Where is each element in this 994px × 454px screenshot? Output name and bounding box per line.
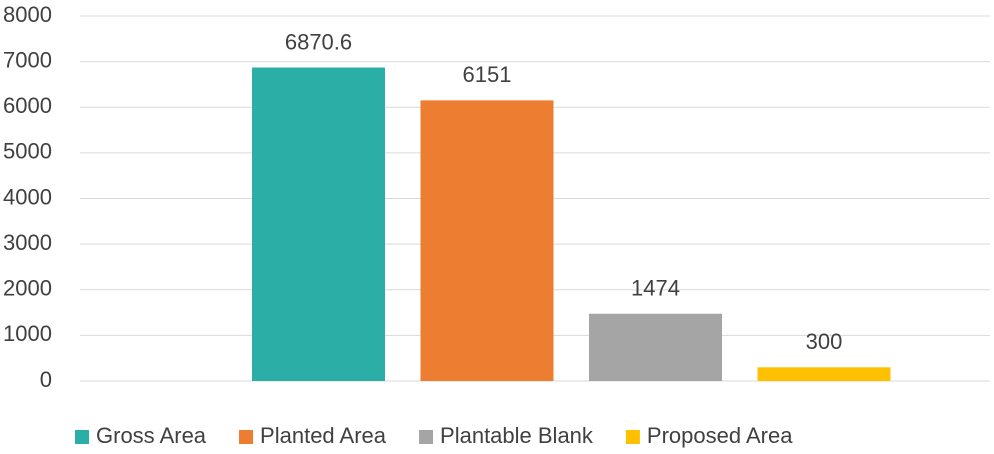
y-tick-label: 3000 bbox=[3, 230, 52, 255]
legend-label: Proposed Area bbox=[647, 423, 793, 448]
legend-label: Planted Area bbox=[260, 423, 387, 448]
bar bbox=[252, 67, 385, 382]
legend-swatch bbox=[625, 430, 640, 444]
legend-swatch bbox=[75, 430, 89, 444]
legend-label: Gross Area bbox=[96, 423, 207, 448]
data-label: 300 bbox=[806, 329, 843, 354]
y-tick-label: 0 bbox=[40, 367, 52, 392]
y-tick-label: 6000 bbox=[3, 93, 52, 118]
data-label: 1474 bbox=[631, 276, 680, 301]
bar bbox=[757, 367, 891, 381]
legend-label: Plantable Blank bbox=[440, 423, 594, 448]
legend-swatch bbox=[419, 430, 434, 444]
y-tick-label: 8000 bbox=[3, 2, 52, 27]
y-tick-label: 2000 bbox=[3, 276, 52, 301]
y-tick-label: 4000 bbox=[3, 184, 52, 209]
legend-swatch bbox=[239, 430, 254, 444]
y-tick-label: 1000 bbox=[3, 321, 52, 346]
data-label: 6870.6 bbox=[285, 29, 352, 54]
y-tick-label: 5000 bbox=[3, 139, 52, 164]
y-tick-label: 7000 bbox=[3, 47, 52, 72]
bar bbox=[589, 313, 722, 381]
bar bbox=[420, 100, 554, 381]
data-label: 6151 bbox=[463, 62, 512, 87]
